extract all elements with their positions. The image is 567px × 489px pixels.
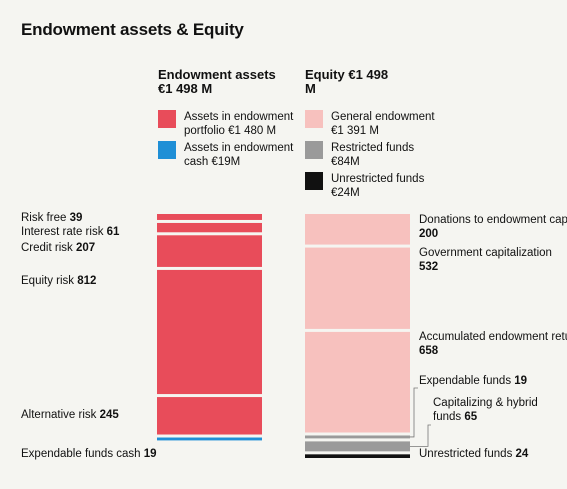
legend-general-endowment: General endowment €1 391 M bbox=[305, 110, 441, 138]
bar-segment-donations-to-endowment-capital bbox=[305, 214, 410, 245]
segment-label-interest-rate-risk: Interest rate risk 61 bbox=[21, 226, 120, 238]
segment-label-equity-risk: Equity risk 812 bbox=[21, 275, 97, 287]
bar-segment-equity-risk bbox=[157, 269, 262, 395]
legend-portfolio: Assets in endowment portfolio €1 480 M bbox=[158, 110, 314, 138]
bar-segment-expendable-funds-cash bbox=[157, 437, 262, 441]
equity-column-title: Equity €1 498 M bbox=[305, 67, 389, 96]
bar-segment-accumulated-endowment-returns bbox=[305, 331, 410, 433]
legend-restricted-funds: Restricted funds €84M bbox=[305, 141, 421, 169]
bar-segment-credit-risk bbox=[157, 235, 262, 267]
legend-swatch bbox=[158, 141, 176, 159]
legend-swatch bbox=[305, 141, 323, 159]
segment-label-donations: Donations to endowment capital 200 bbox=[419, 214, 567, 240]
legend-label: Unrestricted funds €24M bbox=[331, 173, 425, 199]
segment-label-accumulated-returns: Accumulated endowment returns658 bbox=[419, 331, 567, 357]
legend-label: Restricted funds €84M bbox=[331, 142, 415, 168]
leader-line-expendable-funds bbox=[410, 387, 418, 438]
legend-label: Assets in endowment portfolio €1 480 M bbox=[184, 111, 294, 137]
segment-label-risk-free: Risk free 39 bbox=[21, 212, 83, 224]
bar-segment-alternative-risk bbox=[157, 397, 262, 435]
bar-segment-capitalizing-hybrid-funds bbox=[305, 441, 410, 452]
legend-cash: Assets in endowment cash €19M bbox=[158, 141, 314, 169]
bar-segment-interest-rate-risk bbox=[157, 222, 262, 233]
segment-label-credit-risk: Credit risk 207 bbox=[21, 242, 96, 254]
legend-unrestricted-funds: Unrestricted funds €24M bbox=[305, 172, 431, 200]
segment-label-expendable-funds-cash: Expendable funds cash 19 bbox=[21, 448, 157, 460]
bar-segment-expendable-funds bbox=[305, 435, 410, 439]
legend-label: General endowment €1 391 M bbox=[331, 111, 435, 137]
segment-label-capitalizing-hybrid: Capitalizing & hybrid funds 65 bbox=[433, 397, 538, 423]
bar-segment-government-capitalization bbox=[305, 247, 410, 329]
assets-column-title: Endowment assets €1 498 M bbox=[158, 67, 276, 96]
segment-label-expendable-funds: Expendable funds 19 bbox=[419, 375, 528, 387]
legend-swatch bbox=[305, 110, 323, 128]
legend-swatch bbox=[305, 172, 323, 190]
chart-title: Endowment assets & Equity bbox=[21, 20, 244, 39]
bar-segment-unrestricted-funds bbox=[305, 454, 410, 458]
segment-label-alternative-risk: Alternative risk 245 bbox=[21, 409, 119, 421]
leader-line-capitalizing-hybrid bbox=[410, 424, 431, 447]
segment-label-government-capitalization: Government capitalization 532 bbox=[419, 247, 552, 273]
legend-swatch bbox=[158, 110, 176, 128]
segment-label-unrestricted-funds: Unrestricted funds 24 bbox=[419, 448, 529, 460]
bar-segment-risk-free bbox=[157, 214, 262, 220]
legend-label: Assets in endowment cash €19M bbox=[184, 142, 294, 168]
